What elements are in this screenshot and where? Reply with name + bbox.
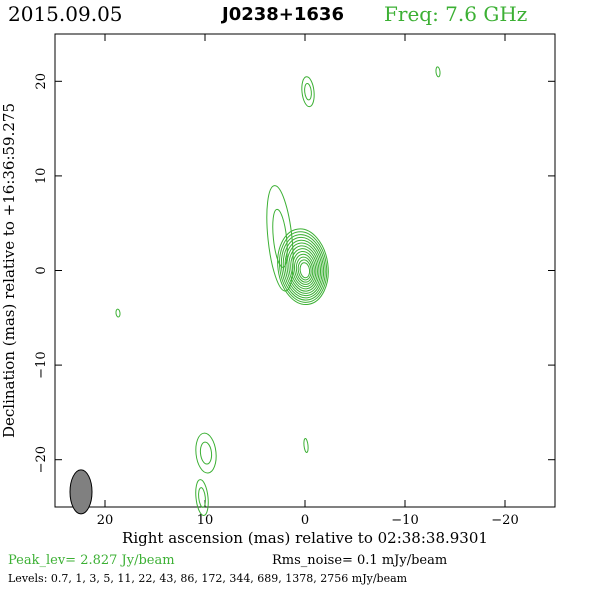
feature-contour [301,76,315,108]
core-contour [282,236,325,299]
plot-frame [54,33,556,508]
y-tick-label: 0 [34,266,49,274]
observation-date: 2015.09.05 [8,2,123,26]
contour-layer [115,66,441,516]
contour-levels: Levels: 0.7, 1, 3, 5, 11, 22, 43, 86, 17… [8,572,408,585]
feature-contour [195,479,209,516]
y-tick-label: 20 [34,73,49,90]
feature-contour [199,441,213,465]
core-contour [295,256,314,283]
core-contour [293,253,315,285]
beam-ellipse [69,469,93,515]
y-tick-label: −20 [34,446,49,473]
feature-contour [304,82,312,101]
core-contour [279,231,328,303]
feature-contour [198,487,206,508]
beam-layer [69,469,93,515]
core-contour [284,239,323,297]
core-contour [290,248,318,290]
core-contour [299,262,311,279]
feature-contour [115,308,121,318]
x-tick-label: 10 [197,513,214,528]
core-contour [297,259,312,281]
y-axis-title: Declination (mas) relative to +16:36:59.… [0,103,18,438]
x-axis-title: Right ascension (mas) relative to 02:38:… [122,529,488,547]
feature-contour [272,208,288,268]
feature-contour [195,432,217,474]
x-tick-label: −20 [491,513,518,528]
source-name: J0238+1636 [222,4,344,25]
feature-contour [435,66,441,78]
frequency-label: Freq: 7.6 GHz [384,2,528,26]
feature-contour [303,438,309,453]
y-tick-label: 10 [34,168,49,185]
peak-level: Peak_lev= 2.827 Jy/beam [8,553,175,568]
core-contour [280,234,326,301]
x-tick-label: −10 [391,513,418,528]
rms-noise: Rms_noise= 0.1 mJy/beam [272,553,448,568]
axis-ticks: 20 10 0 −10 −20 20 10 0 −10 −20 [34,34,555,528]
core-contour [288,245,320,292]
core-contour [286,242,321,294]
core-contour [277,228,329,306]
x-tick-label: 0 [301,513,309,528]
x-tick-label: 20 [97,513,114,528]
y-tick-label: −10 [34,351,49,378]
feature-contour [266,185,294,292]
